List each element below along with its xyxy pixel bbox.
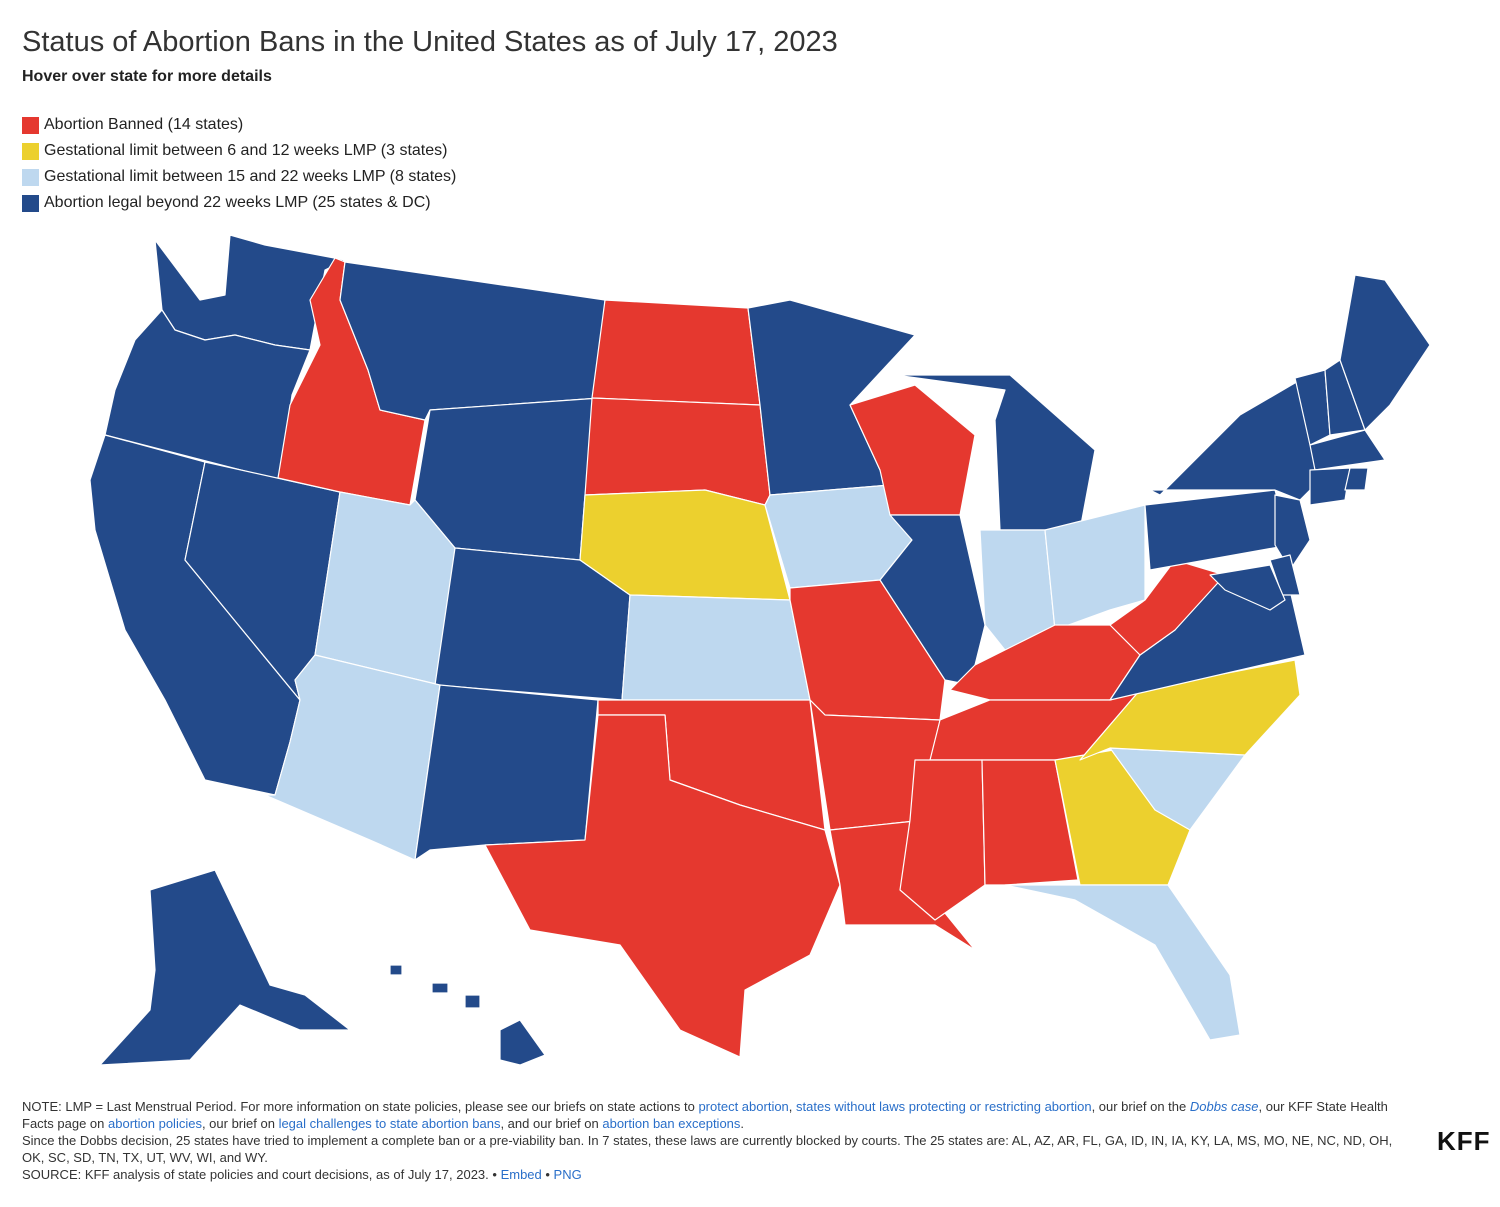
note-text: , [788, 1099, 797, 1114]
legend-label: Gestational limit between 15 and 22 week… [44, 168, 457, 185]
state-pa[interactable] [1144, 489, 1291, 571]
state-mt[interactable] [339, 261, 606, 421]
link-dobbs-case[interactable]: Dobbs case [1189, 1099, 1259, 1114]
legend-item-limit-6-12[interactable]: Gestational limit between 6 and 12 weeks… [22, 138, 456, 164]
state-ri[interactable] [1344, 467, 1369, 491]
separator: • [541, 1167, 554, 1182]
legend-swatch [22, 142, 39, 160]
link-ban-exceptions[interactable]: abortion ban exceptions [602, 1116, 741, 1131]
legend-item-legal-beyond-22[interactable]: Abortion legal beyond 22 weeks LMP (25 s… [22, 190, 456, 216]
state-nm[interactable] [414, 684, 599, 861]
state-ct[interactable] [1309, 467, 1351, 506]
note-text: . [740, 1116, 745, 1131]
state-ks[interactable] [621, 594, 811, 701]
note-text: , our brief on [201, 1116, 279, 1131]
state-nd[interactable] [591, 299, 761, 406]
note-dobbs-summary: Since the Dobbs decision, 25 states have… [22, 1133, 1393, 1165]
state-ms[interactable] [899, 759, 986, 921]
source-text: SOURCE: KFF analysis of state policies a… [22, 1167, 501, 1182]
link-legal-challenges[interactable]: legal challenges to state abortion bans [278, 1116, 501, 1131]
link-protect-abortion[interactable]: protect abortion [698, 1099, 789, 1114]
note-text: NOTE: LMP = Last Menstrual Period. For m… [22, 1099, 699, 1114]
state-ny[interactable] [1149, 379, 1321, 501]
legend-label: Gestational limit between 6 and 12 weeks… [44, 142, 448, 159]
link-states-without-laws[interactable]: states without laws protecting or restri… [796, 1099, 1092, 1114]
state-hi[interactable] [431, 982, 449, 994]
state-tx[interactable] [484, 714, 841, 1058]
kff-logo: KFF [1437, 1126, 1491, 1156]
legend-swatch [22, 194, 39, 212]
state-nj[interactable] [1274, 494, 1311, 571]
state-ak[interactable] [99, 869, 351, 1066]
state-or[interactable] [104, 309, 311, 481]
embed-link[interactable]: Embed [500, 1167, 542, 1182]
state-al[interactable] [981, 759, 1079, 886]
note-text: , our brief on the [1091, 1099, 1190, 1114]
state-tn[interactable] [929, 689, 1141, 761]
chart-title: Status of Abortion Bans in the United St… [22, 26, 838, 58]
note-paragraph: NOTE: LMP = Last Menstrual Period. For m… [22, 1098, 1417, 1132]
link-abortion-policies[interactable]: abortion policies [108, 1116, 202, 1131]
state-hi[interactable] [389, 964, 403, 976]
note-text: , our KFF State Health Facts page on [22, 1099, 1388, 1131]
state-sd[interactable] [584, 397, 771, 506]
state-oh[interactable] [1044, 504, 1146, 631]
legend-item-banned[interactable]: Abortion Banned (14 states) [22, 112, 456, 138]
source-line: SOURCE: KFF analysis of state policies a… [22, 1166, 1417, 1183]
legend-item-limit-15-22[interactable]: Gestational limit between 15 and 22 week… [22, 164, 456, 190]
png-link[interactable]: PNG [553, 1167, 582, 1182]
state-fl[interactable] [1004, 884, 1241, 1041]
legend-label: Abortion legal beyond 22 weeks LMP (25 s… [44, 194, 431, 211]
state-hi[interactable] [499, 1019, 546, 1066]
legend-label: Abortion Banned (14 states) [44, 116, 244, 133]
legend: Abortion Banned (14 states) Gestational … [22, 112, 456, 216]
legend-swatch [22, 168, 39, 186]
legend-swatch [22, 116, 39, 134]
state-nc[interactable] [1079, 659, 1301, 761]
note-text: , and our brief on [500, 1116, 603, 1131]
state-md[interactable] [1209, 564, 1286, 611]
footnotes: NOTE: LMP = Last Menstrual Period. For m… [22, 1098, 1417, 1183]
state-ma[interactable] [1309, 429, 1386, 471]
state-hi[interactable] [464, 994, 481, 1009]
chart-subtitle: Hover over state for more details [22, 68, 272, 85]
